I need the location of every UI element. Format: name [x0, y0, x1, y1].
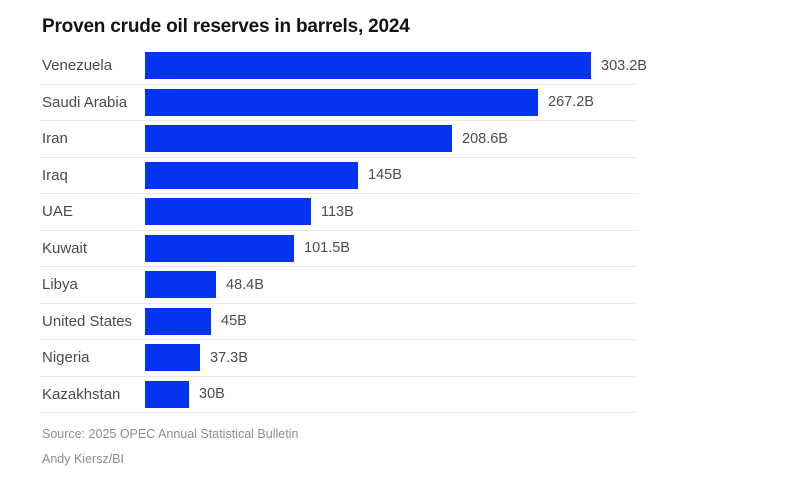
bar [145, 271, 216, 299]
category-label: United States [42, 312, 133, 330]
bar-row: Saudi Arabia 267.2B [40, 85, 635, 121]
bar-row: Kazakhstan 30B [40, 377, 635, 413]
value-label: 30B [199, 386, 225, 403]
chart-title: Proven crude oil reserves in barrels, 20… [42, 16, 410, 37]
bar [145, 125, 452, 153]
bar-area: 113B [145, 194, 635, 230]
bar-row: Libya 48.4B [40, 267, 635, 304]
value-label: 208.6B [462, 130, 508, 147]
bar-chart: Venezuela 303.2B Saudi Arabia 267.2B Ira… [40, 48, 647, 413]
category-label: Iraq [42, 166, 68, 184]
bar [145, 380, 189, 408]
bar [145, 234, 294, 262]
bar [145, 161, 358, 189]
bar-row: Iran 208.6B [40, 121, 635, 158]
bar-row: Nigeria 37.3B [40, 340, 635, 377]
category-label: Saudi Arabia [42, 93, 128, 111]
bar-area: 145B [145, 158, 635, 194]
bar-row: UAE 113B [40, 194, 635, 231]
bar [145, 198, 311, 226]
bar [145, 88, 538, 116]
category-label: Kuwait [42, 239, 88, 257]
source-note: Source: 2025 OPEC Annual Statistical Bul… [42, 427, 299, 441]
chart-footer: Source: 2025 OPEC Annual Statistical Bul… [42, 427, 800, 467]
value-label: 101.5B [304, 240, 350, 257]
category-label: Libya [42, 276, 78, 294]
bar-area: 37.3B [145, 340, 635, 376]
bar-area: 267.2B [145, 85, 635, 121]
category-label: UAE [42, 203, 73, 221]
bar [145, 307, 211, 335]
bar-area: 208.6B [145, 121, 635, 157]
value-label: 145B [368, 167, 402, 184]
bar-area: 303.2B [145, 48, 647, 84]
category-label: Kazakhstan [42, 385, 121, 403]
bar-row: United States 45B [40, 304, 635, 340]
category-label: Venezuela [42, 57, 113, 75]
bar [145, 344, 200, 372]
value-label: 37.3B [210, 349, 248, 366]
bar-row: Kuwait 101.5B [40, 231, 635, 267]
bar-row: Venezuela 303.2B [40, 48, 647, 85]
bar-area: 48.4B [145, 267, 635, 303]
bar-row: Iraq 145B [40, 158, 635, 194]
bar [145, 52, 591, 80]
value-label: 267.2B [548, 94, 594, 111]
bar-area: 30B [145, 377, 635, 413]
value-label: 45B [221, 313, 247, 330]
category-label: Iran [42, 130, 68, 148]
value-label: 48.4B [226, 276, 264, 293]
value-label: 303.2B [601, 57, 647, 74]
category-label: Nigeria [42, 349, 90, 367]
credit-note: Andy Kiersz/BI [42, 452, 124, 466]
value-label: 113B [321, 203, 354, 220]
bar-area: 101.5B [145, 231, 635, 267]
bar-area: 45B [145, 304, 635, 340]
